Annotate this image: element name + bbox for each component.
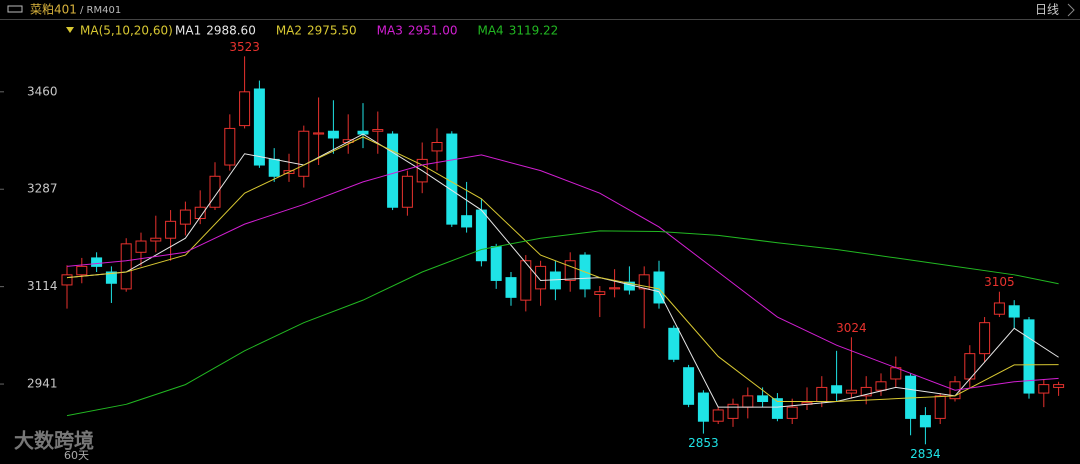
watermark: 大数跨境	[14, 429, 94, 453]
legend-name: MA4	[477, 24, 503, 38]
legend-value: 2988.60	[206, 24, 256, 38]
candle-body	[638, 274, 650, 290]
menu-icon[interactable]	[7, 5, 23, 13]
candle-body	[224, 127, 236, 166]
y-tick-label: 3114	[27, 279, 58, 293]
candle-body	[609, 287, 621, 290]
candle-body	[742, 395, 754, 408]
candle-body	[1008, 305, 1020, 318]
ma-line	[66, 133, 1059, 408]
candle-body	[771, 398, 783, 419]
candle-body	[194, 206, 206, 220]
candle-body	[549, 271, 561, 290]
candle-body	[1023, 319, 1035, 394]
candle-body	[757, 395, 769, 403]
candle-body	[875, 381, 887, 391]
candle-body	[61, 274, 73, 286]
legend-name: MA3	[377, 24, 403, 38]
y-tick-label: 2941	[27, 377, 58, 391]
candle-body	[860, 386, 872, 397]
y-tick-label: 3287	[27, 182, 58, 196]
ma-line	[66, 136, 1059, 403]
candle-body	[697, 392, 709, 422]
candle-body	[594, 291, 606, 296]
legend-value: 2975.50	[307, 24, 357, 38]
candle-body	[712, 409, 724, 422]
candle-body	[919, 415, 931, 428]
candle-body	[683, 367, 695, 405]
candle-body	[668, 327, 680, 360]
candle-body	[298, 130, 310, 177]
candle-body	[816, 386, 828, 403]
low-label: 2834	[910, 447, 941, 461]
high-label: 3105	[984, 275, 1015, 289]
low-label: 2853	[688, 436, 719, 450]
candle-body	[179, 209, 191, 225]
candle-body	[209, 175, 221, 208]
candle-body	[431, 141, 443, 152]
candle-body	[327, 130, 339, 139]
candle-body	[253, 88, 265, 166]
candle-body	[475, 209, 487, 262]
ma-line	[66, 230, 1059, 417]
legend-name: MA1	[175, 24, 201, 38]
candle-body	[993, 302, 1005, 315]
candle-body	[845, 389, 857, 394]
symbol-code: / RM401	[80, 5, 121, 16]
candle-body	[979, 322, 991, 355]
candle-body	[505, 277, 517, 298]
candle-body	[76, 265, 88, 276]
candle-body	[372, 129, 384, 132]
candle-body	[105, 271, 117, 284]
candle-body	[135, 240, 147, 253]
candle-body	[401, 175, 413, 208]
legend-value: 3119.22	[509, 24, 559, 38]
y-tick-label: 3460	[27, 84, 58, 98]
candle-body	[535, 265, 547, 290]
ma-legend: MA1 2988.60 MA2 2975.50 MA3 2951.00 MA4 3119.22	[175, 24, 558, 38]
candle-body	[268, 158, 280, 177]
symbol: 菜粕401	[30, 2, 77, 17]
candle-body	[1053, 384, 1065, 388]
footer-note: 60天	[64, 449, 89, 462]
period[interactable]: 日线	[1035, 3, 1059, 17]
candle-body	[786, 406, 798, 419]
legend-name: MA2	[276, 24, 302, 38]
candle-body	[150, 237, 162, 242]
candle-body	[239, 91, 251, 127]
candle-body	[831, 385, 843, 394]
scroll-arrow[interactable]	[1067, 3, 1075, 17]
candle-body	[490, 246, 502, 281]
legend-arrow[interactable]	[66, 27, 74, 33]
candle-body	[120, 243, 132, 290]
candle-body	[905, 375, 917, 419]
candle-body	[387, 133, 399, 208]
candle-body	[520, 260, 532, 301]
legend-value: 2951.00	[408, 24, 458, 38]
candle-body	[934, 395, 946, 419]
candle-body	[446, 133, 458, 225]
candle-body	[1038, 384, 1050, 394]
indicator: MA(5,10,20,60)	[80, 24, 173, 38]
candle-body	[564, 260, 576, 281]
candle-body	[313, 132, 325, 135]
candle-body	[165, 220, 177, 239]
ma-line	[66, 154, 1059, 391]
candle-body	[727, 403, 739, 419]
high-label: 3523	[229, 40, 260, 54]
candle-body	[91, 257, 103, 267]
candle-body	[461, 215, 473, 228]
high-label: 3024	[836, 321, 867, 335]
